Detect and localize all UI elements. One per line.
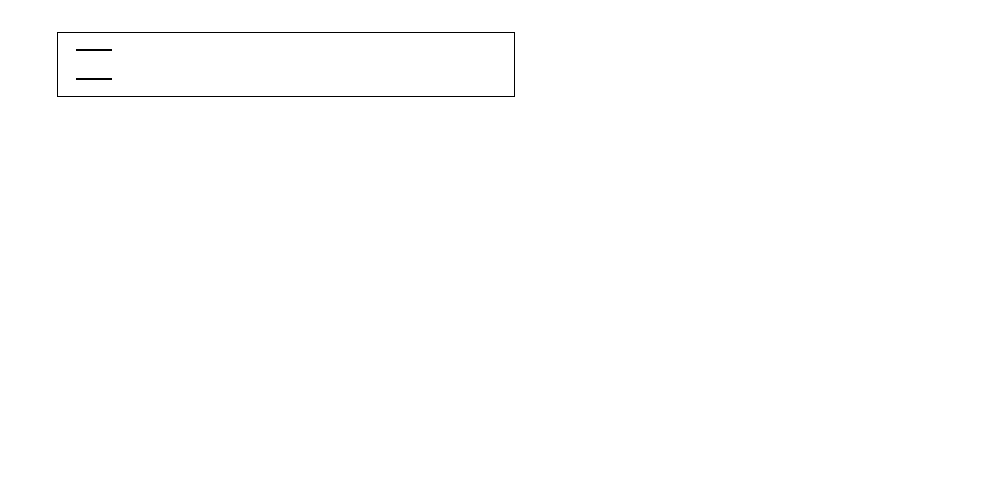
legend-item-permuted: [76, 39, 514, 61]
legend-line-permuted-icon: [76, 49, 112, 51]
legend: [57, 32, 515, 97]
legend-item-patient: [76, 68, 514, 90]
legend-line-patient-icon: [76, 78, 112, 80]
